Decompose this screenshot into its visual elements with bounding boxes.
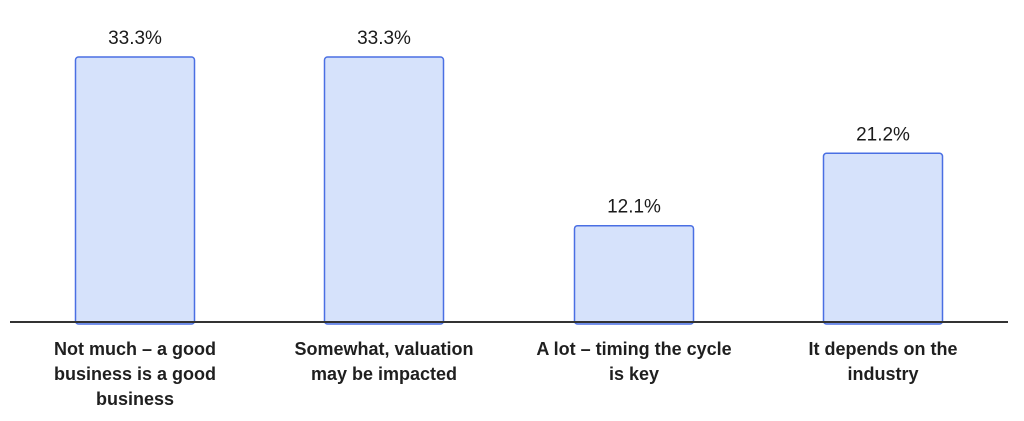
bar-2 [573,224,695,325]
category-label-line: industry [847,364,918,384]
category-label-0: Not much – a good business is a good busin… [54,339,216,409]
category-labels-group: Not much – a good business is a good busin… [54,339,958,409]
bar-3 [822,152,944,325]
data-label-1: 33.3% [357,28,411,49]
bars-group [74,56,944,325]
category-label-line: A lot – timing the cycle [536,339,731,359]
data-label-3: 21.2% [856,124,910,145]
bar-1 [323,56,445,325]
category-label-line: Somewhat, valuation [294,339,473,359]
category-label-line: business is a good [54,364,216,384]
category-label-3: It depends on the industry [808,339,957,384]
bar-0 [74,56,196,325]
data-labels-group: 33.3% 33.3% 12.1% 21.2% [108,28,910,218]
category-label-line: is key [609,364,659,384]
category-label-line: may be impacted [311,364,457,384]
category-label-2: A lot – timing the cycle is key [536,339,731,384]
category-label-line: It depends on the [808,339,957,359]
category-label-line: Not much – a good [54,339,216,359]
category-label-line: business [96,389,174,409]
data-label-0: 33.3% [108,28,162,49]
data-label-2: 12.1% [607,197,661,218]
category-label-1: Somewhat, valuation may be impacted [294,339,473,384]
